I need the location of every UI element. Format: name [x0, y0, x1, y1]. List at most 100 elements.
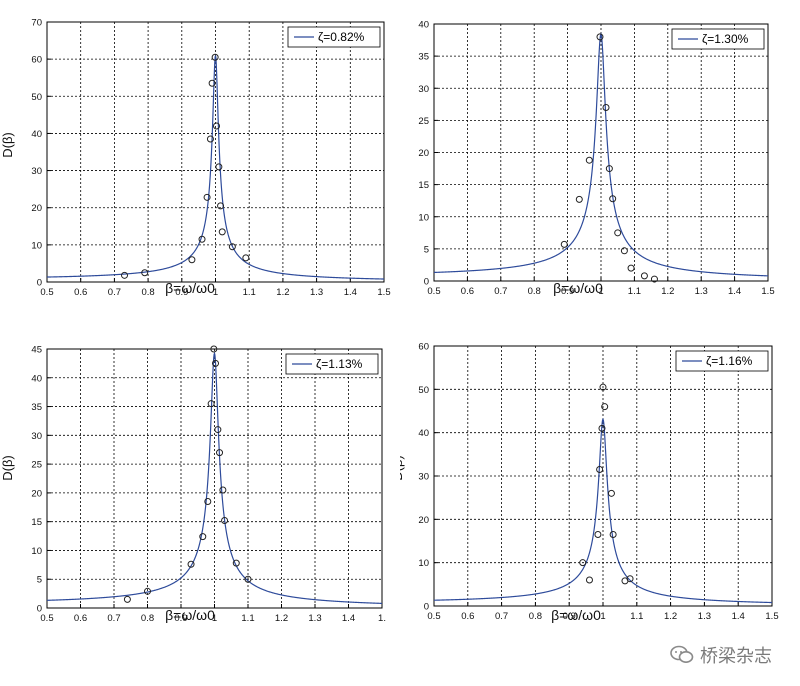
- y-tick-label: 50: [31, 92, 42, 103]
- data-point: [614, 229, 622, 237]
- x-tick-label: 1: [600, 611, 605, 622]
- y-tick-label: 20: [418, 515, 429, 526]
- y-tick-label: 0: [424, 602, 429, 613]
- legend-box: [671, 28, 765, 50]
- data-point: [575, 195, 583, 203]
- y-tick-label: 30: [31, 431, 42, 442]
- x-tick-label: 1: [212, 613, 217, 624]
- data-point: [215, 163, 223, 171]
- x-tick-label: 0.9: [563, 611, 576, 622]
- plot-frame: [46, 21, 385, 283]
- legend: ζ=1.16%: [675, 350, 769, 372]
- x-tick-label: 0.8: [141, 613, 154, 624]
- data-point: [123, 595, 131, 603]
- legend-box: [285, 353, 379, 375]
- data-point: [585, 156, 593, 164]
- x-tick-label: 0.5: [427, 611, 440, 622]
- y-tick-label: 60: [418, 342, 429, 353]
- x-tick-label: 1.5: [377, 287, 390, 298]
- data-point: [626, 575, 634, 583]
- x-tick-label: 1.2: [661, 286, 674, 297]
- data-point: [560, 240, 568, 248]
- x-tick-label: 0.7: [494, 286, 507, 297]
- data-point: [187, 560, 195, 568]
- x-tick-label: 1.3: [310, 287, 323, 298]
- x-tick-label: 0.6: [461, 286, 474, 297]
- data-point: [609, 195, 617, 203]
- data-point: [650, 275, 658, 283]
- y-tick-label: 10: [418, 558, 429, 569]
- x-tick-label: 0.9: [175, 287, 188, 298]
- y-tick-label: 50: [418, 385, 429, 396]
- data-point: [144, 587, 151, 595]
- y-tick-label: 35: [418, 52, 429, 63]
- data-point: [141, 269, 149, 277]
- x-tick-label: 1.1: [628, 286, 641, 297]
- y-tick-label: 20: [31, 203, 42, 214]
- x-tick-label: 0.8: [529, 611, 542, 622]
- data-point: [204, 498, 212, 506]
- data-point: [602, 104, 610, 112]
- data-point: [214, 426, 222, 434]
- data-point: [212, 359, 220, 367]
- x-tick-label: 1.2: [276, 287, 289, 298]
- x-tick-label: 0.6: [461, 611, 474, 622]
- data-point: [242, 254, 250, 262]
- data-point: [213, 122, 221, 130]
- x-tick-label: 1.4: [732, 611, 745, 622]
- chart-svg: 0.5 0.6 0.7 0.8 0.9 1 1.1 1.2 1.3 1.4 1.5 0 10 20 30 40…: [0, 18, 391, 299]
- x-axis-label: β=ω/ω0: [165, 607, 215, 623]
- data-point: [607, 489, 615, 497]
- response-curve: [46, 351, 383, 604]
- y-tick-label: 40: [418, 20, 429, 31]
- data-point: [121, 271, 129, 279]
- data-point: [199, 533, 207, 541]
- x-tick-label: 0.8: [528, 286, 541, 297]
- x-tick-label: 1.3: [308, 613, 321, 624]
- x-tick-label: 1.2: [275, 613, 288, 624]
- data-point: [210, 345, 218, 353]
- legend-label: ζ=0.82%: [318, 30, 365, 44]
- legend: ζ=0.82%: [287, 26, 381, 48]
- data-point: [599, 383, 607, 391]
- y-tick-label: 10: [31, 240, 42, 251]
- chart-svg: 0.5 0.6 0.7 0.8 0.9 1 1.1 1.2 1.3 1.4 1. 0 5 10 15 20 25…: [0, 345, 386, 625]
- x-tick-label: 1.3: [698, 611, 711, 622]
- x-tick-label: 1: [598, 286, 603, 297]
- y-tick-label: 40: [418, 428, 429, 439]
- data-point: [188, 256, 196, 264]
- y-tick-label: 0: [424, 277, 429, 288]
- data-point: [609, 531, 617, 538]
- x-tick-label: 1.4: [342, 613, 355, 624]
- y-axis-label: D(β): [400, 455, 405, 481]
- y-tick-label: 30: [31, 166, 42, 177]
- data-point: [594, 531, 602, 538]
- x-axis-label: β=ω/ω0: [553, 280, 603, 296]
- data-point: [221, 517, 229, 525]
- data-point: [208, 79, 216, 87]
- legend: ζ=1.13%: [285, 353, 379, 375]
- x-tick-label: 1: [213, 287, 218, 298]
- x-tick-label: 1.1: [241, 613, 254, 624]
- data-point: [596, 33, 604, 41]
- data-point: [228, 243, 236, 251]
- data-point: [218, 228, 226, 236]
- data-point: [232, 559, 240, 567]
- x-tick-label: 0.7: [495, 611, 508, 622]
- x-tick-label: 1.3: [695, 286, 708, 297]
- x-tick-label: 0.9: [174, 613, 187, 624]
- data-point: [219, 486, 227, 494]
- chart-panel-4: 0.5 0.6 0.7 0.8 0.9 1 1.1 1.2 1.3 1.4 1.5 0 10 20 30 40…: [390, 338, 800, 648]
- y-tick-label: 30: [418, 472, 429, 483]
- y-tick-label: 45: [31, 345, 42, 356]
- data-point: [598, 424, 606, 432]
- y-tick-label: 70: [31, 18, 42, 29]
- chart-svg: 0.5 0.6 0.7 0.8 0.9 1 1.1 1.2 1.3 1.4 1.5 0 5 10 15 20 2…: [418, 20, 774, 298]
- legend-box: [675, 350, 769, 372]
- y-tick-label: 0: [37, 604, 42, 615]
- chart-panel-1: 0.5 0.6 0.7 0.8 0.9 1 1.1 1.2 1.3 1.4 1.5 0 10 20 30 40…: [0, 0, 400, 330]
- x-tick-label: 1.1: [630, 611, 643, 622]
- y-tick-label: 25: [418, 116, 429, 127]
- x-tick-label: 0.5: [40, 287, 53, 298]
- y-tick-label: 30: [418, 84, 429, 95]
